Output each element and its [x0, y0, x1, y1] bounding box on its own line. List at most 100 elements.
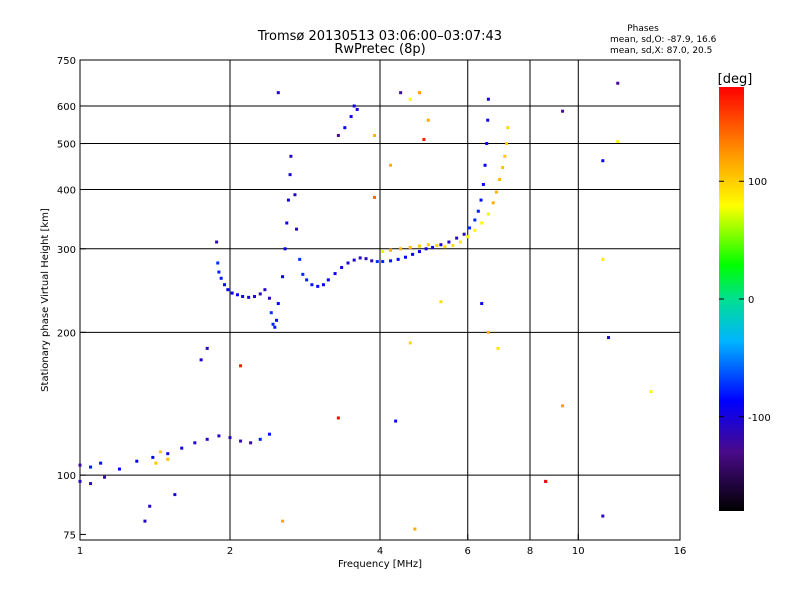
colorbar-ticks: 100 0 -100 [719, 177, 771, 424]
data-point [375, 260, 379, 264]
data-point [326, 278, 330, 282]
data-point [226, 288, 230, 292]
data-point [394, 419, 398, 423]
phase-header: Phases [627, 24, 659, 34]
data-point [364, 257, 368, 261]
data-point [217, 270, 221, 274]
data-point [219, 276, 223, 280]
data-point [389, 248, 393, 252]
data-point [417, 244, 421, 248]
data-point [276, 91, 280, 95]
data-point [267, 296, 271, 300]
colorbar-label: [deg] [718, 72, 753, 87]
data-point [494, 190, 498, 194]
y-tick-label: 300 [57, 245, 76, 256]
data-point [269, 311, 273, 315]
data-point [476, 209, 480, 213]
data-point [135, 459, 139, 463]
data-point [143, 519, 147, 523]
data-point [215, 240, 219, 244]
data-point [466, 235, 470, 239]
data-point [253, 294, 257, 298]
data-point [503, 154, 507, 158]
data-point [396, 257, 400, 261]
y-tick-label: 750 [57, 56, 76, 67]
x-tick-label: 4 [377, 546, 383, 557]
data-point [235, 293, 239, 297]
data-point [340, 265, 344, 269]
y-tick-label: 100 [57, 471, 76, 482]
data-point [247, 295, 251, 299]
data-point [451, 243, 455, 247]
phase-stat-o: mean, sd,O: -87.9, 16.6 [610, 35, 717, 45]
data-point [281, 519, 285, 523]
data-point [295, 227, 299, 231]
y-tick-label: 500 [57, 140, 76, 151]
data-point [166, 457, 170, 461]
data-point [355, 107, 359, 111]
data-point [486, 330, 490, 334]
data-point [389, 163, 393, 167]
phase-stat-x: mean, sd,X: 87.0, 20.5 [610, 46, 712, 56]
data-point [289, 154, 293, 158]
y-tick-label: 400 [57, 186, 76, 197]
data-point [424, 247, 428, 251]
data-point [352, 258, 356, 262]
data-point [352, 104, 356, 108]
data-point [473, 228, 477, 232]
data-point [389, 259, 393, 263]
data-point [228, 436, 232, 440]
data-point [223, 283, 227, 287]
data-point [649, 390, 653, 394]
data-point [373, 133, 377, 137]
data-point [349, 115, 353, 119]
data-point [411, 252, 415, 256]
data-point [422, 137, 426, 141]
data-point [601, 514, 605, 518]
data-point [479, 198, 483, 202]
data-point [435, 243, 439, 247]
data-point [399, 247, 403, 251]
data-point [601, 257, 605, 261]
data-point [343, 126, 347, 130]
data-point [408, 245, 412, 249]
data-point [505, 142, 509, 146]
data-point [249, 441, 253, 445]
data-point [413, 527, 417, 531]
data-point [486, 118, 490, 122]
y-axis-label: Stationary phase Virtual Height [km] [40, 208, 51, 392]
gridlines [80, 60, 680, 540]
data-point [607, 336, 611, 340]
data-point [426, 243, 430, 247]
data-point [381, 250, 385, 254]
data-point [239, 439, 243, 443]
data-point [273, 325, 277, 329]
x-tick-label: 16 [674, 546, 687, 557]
data-point [217, 434, 221, 438]
data-point [99, 461, 103, 465]
data-point [439, 300, 443, 304]
data-point [358, 256, 362, 260]
data-point [462, 232, 466, 236]
data-point [241, 294, 245, 298]
data-point [481, 182, 485, 186]
data-point [336, 416, 340, 420]
data-point [275, 318, 279, 322]
data-point [288, 173, 292, 177]
data-point [426, 118, 430, 122]
data-point [258, 437, 262, 441]
data-point [616, 81, 620, 85]
data-point [496, 346, 500, 350]
data-point [239, 364, 243, 368]
data-point [439, 243, 443, 247]
data-point [78, 479, 82, 483]
data-point [561, 404, 565, 408]
data-point [544, 479, 548, 483]
data-point [473, 218, 477, 222]
data-point [346, 261, 350, 265]
x-tick-label: 10 [572, 546, 585, 557]
data-point [447, 240, 451, 244]
data-point [485, 142, 489, 146]
data-point [373, 195, 377, 199]
data-point [455, 236, 459, 240]
